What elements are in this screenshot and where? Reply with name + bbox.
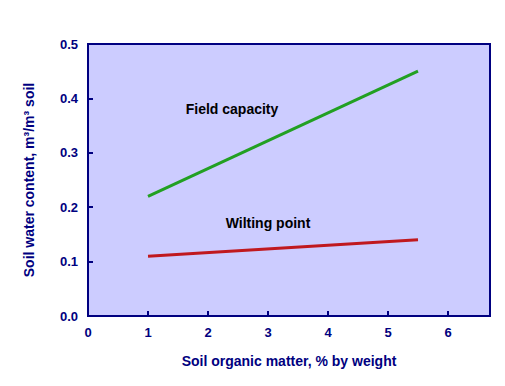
svg-text:0.1: 0.1 [60,254,78,269]
svg-text:4: 4 [324,325,332,340]
svg-text:1: 1 [144,325,151,340]
svg-text:5: 5 [384,325,391,340]
svg-text:2: 2 [204,325,211,340]
svg-text:0.5: 0.5 [60,37,78,52]
svg-text:Soil organic matter, % by weig: Soil organic matter, % by weight [182,353,397,369]
svg-text:6: 6 [444,325,451,340]
svg-text:0.4: 0.4 [60,91,79,106]
svg-text:0: 0 [84,325,91,340]
svg-text:3: 3 [264,325,271,340]
svg-text:Soil water content, m³/m³ soil: Soil water content, m³/m³ soil [21,83,37,277]
svg-text:0.2: 0.2 [60,200,78,215]
svg-text:0.0: 0.0 [60,309,78,324]
svg-text:Wilting point: Wilting point [226,215,311,231]
svg-text:Field capacity: Field capacity [186,101,279,117]
svg-text:0.3: 0.3 [60,145,78,160]
